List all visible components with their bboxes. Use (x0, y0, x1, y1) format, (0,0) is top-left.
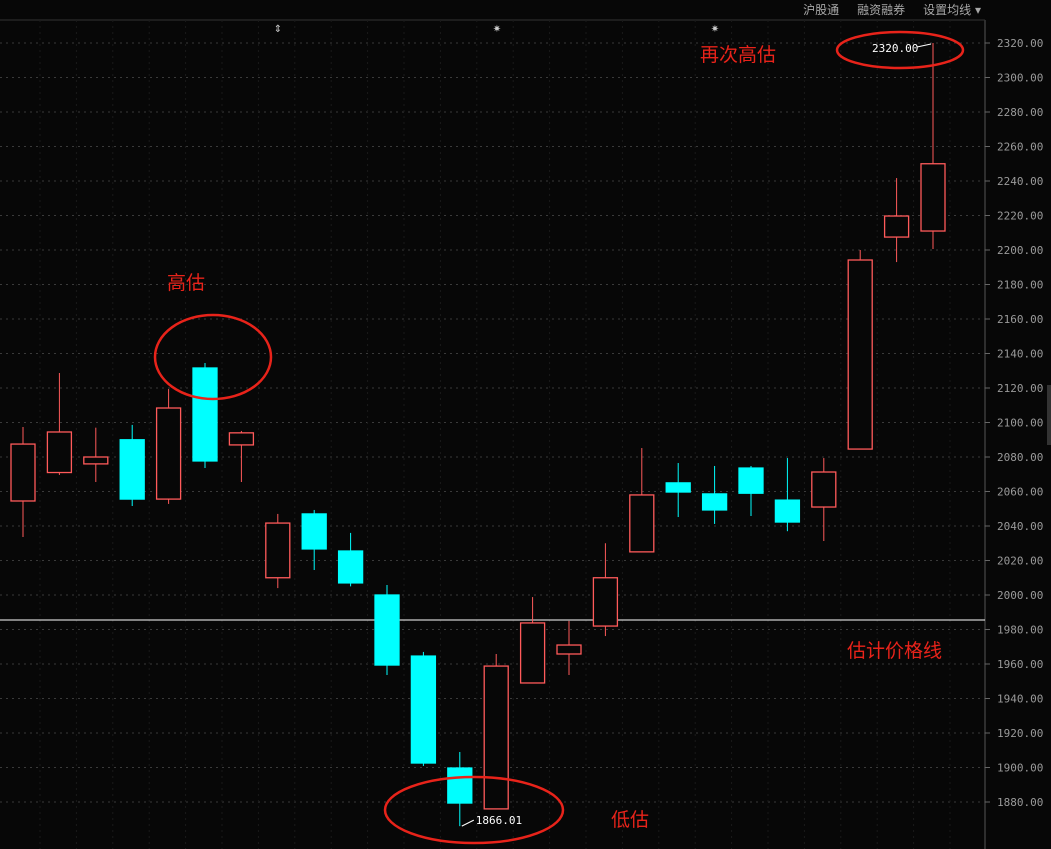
candle-down (665, 482, 691, 493)
candle-down (410, 655, 437, 764)
y-tick-label: 1900.00 (997, 762, 1043, 775)
y-tick-label: 1980.00 (997, 624, 1043, 637)
highlight-ellipse-high-again (835, 30, 965, 70)
annotation-high-again: 再次高估 (700, 44, 777, 66)
candle-up (920, 163, 946, 232)
y-tick-label: 2000.00 (997, 589, 1043, 602)
max-arrow (916, 43, 932, 48)
y-tick-label: 2120.00 (997, 382, 1043, 395)
y-tick-label: 2020.00 (997, 555, 1043, 568)
candle-down (447, 767, 473, 804)
candle-up (847, 259, 873, 450)
candle-up (228, 432, 255, 446)
y-tick-label: 2220.00 (997, 210, 1043, 223)
candle-up (83, 456, 109, 465)
annotation-price-line: 估计价格线 (847, 640, 943, 662)
candle-up (10, 443, 36, 502)
candle-down (374, 594, 400, 666)
y-tick-label: 1880.00 (997, 796, 1043, 809)
margin-trading-button[interactable]: 融资融券 (857, 3, 906, 17)
toolbar: 沪股通 融资融券 设置均线 ▾ (803, 0, 981, 20)
y-tick-label: 1940.00 (997, 693, 1043, 706)
y-tick-label: 2280.00 (997, 106, 1043, 119)
candle-down (701, 493, 728, 511)
y-tick-label: 2160.00 (997, 313, 1043, 326)
candle-up (811, 471, 837, 508)
candle-down (738, 467, 764, 494)
candle-down (301, 513, 327, 550)
candle-up (556, 644, 582, 655)
y-tick-label: 2040.00 (997, 520, 1043, 533)
y-tick-label: 2060.00 (997, 486, 1043, 499)
event-marker-icon: ✷ (493, 24, 501, 35)
y-tick-label: 2240.00 (997, 175, 1043, 188)
moving-average-settings-button[interactable]: 设置均线 ▾ (923, 3, 981, 17)
highlight-ellipse-high (153, 313, 273, 401)
y-tick-label: 2100.00 (997, 417, 1043, 430)
y-tick-label: 2080.00 (997, 451, 1043, 464)
candle-down (192, 367, 218, 462)
y-tick-label: 2260.00 (997, 141, 1043, 154)
annotation-low: 低估 (611, 809, 650, 831)
candle-up (519, 622, 546, 684)
candle-up (265, 522, 291, 579)
y-tick-label: 2180.00 (997, 279, 1043, 292)
y-tick-label: 2300.00 (997, 72, 1043, 85)
candle-down (119, 439, 145, 500)
candle-down (337, 550, 364, 584)
highlight-ellipse-low (383, 775, 565, 845)
candle-down (774, 499, 801, 523)
y-tick-label: 2200.00 (997, 244, 1043, 257)
hk-connect-button[interactable]: 沪股通 (803, 3, 840, 17)
event-marker-icon: ⇕ (274, 24, 282, 35)
candle-up (592, 577, 619, 627)
event-marker-icon: ✷ (711, 24, 719, 35)
max-price-label: 2320.00 (872, 42, 918, 55)
y-tick-label: 2320.00 (997, 37, 1043, 50)
annotation-high: 高估 (167, 272, 206, 294)
min-arrow (461, 819, 475, 827)
candle-up (46, 431, 73, 474)
candle-up (155, 407, 182, 500)
candle-up (629, 494, 655, 553)
y-tick-label: 1920.00 (997, 727, 1043, 740)
candle-up (883, 215, 910, 238)
min-price-label: 1866.01 (476, 814, 522, 827)
y-tick-label: 1960.00 (997, 658, 1043, 671)
y-tick-label: 2140.00 (997, 348, 1043, 361)
candle-up (483, 665, 509, 810)
scrollbar (1047, 385, 1051, 445)
